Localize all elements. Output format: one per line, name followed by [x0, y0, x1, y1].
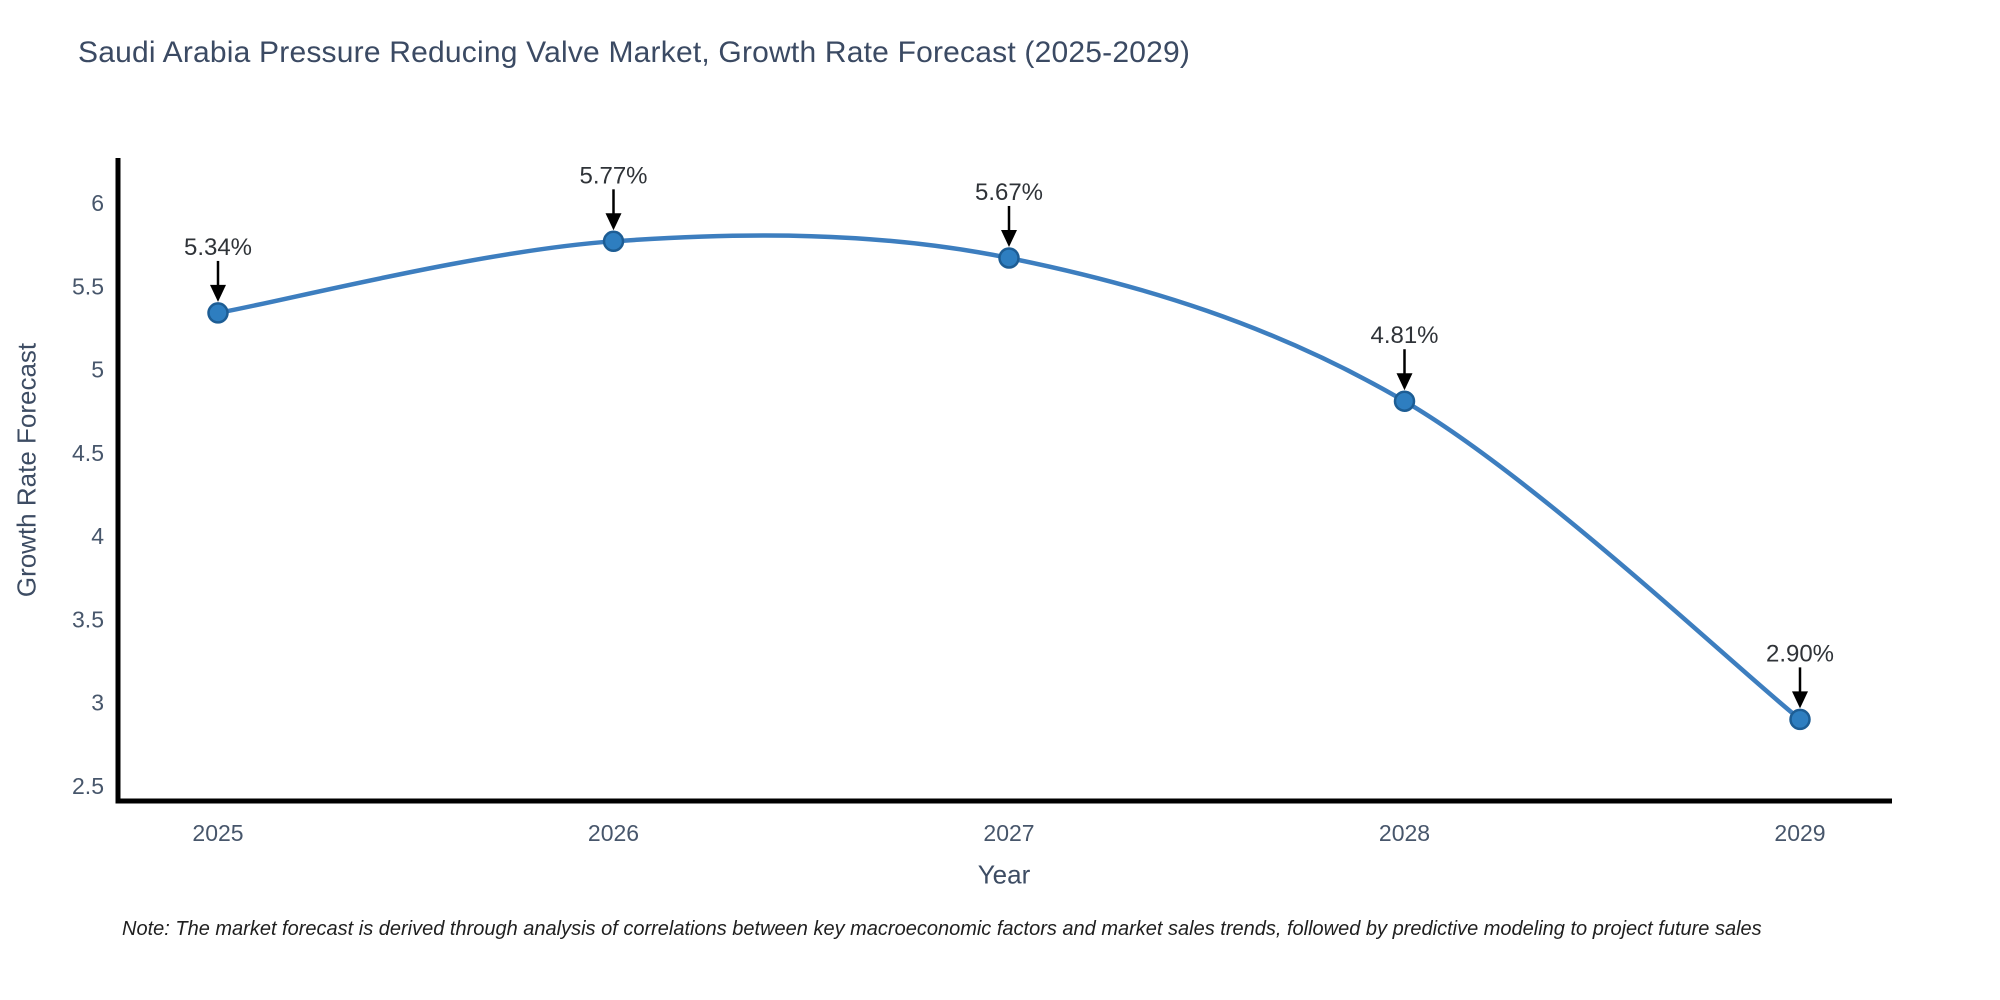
- y-tick-label: 2.5: [72, 773, 104, 799]
- y-axis-title: Growth Rate Forecast: [11, 342, 42, 598]
- y-tick-label: 5: [91, 357, 104, 383]
- annotation-arrow-head: [1001, 229, 1017, 247]
- chart-title: Saudi Arabia Pressure Reducing Valve Mar…: [78, 36, 1191, 69]
- annotation-arrow-head: [210, 284, 226, 302]
- y-tick-label: 4.5: [72, 440, 104, 466]
- forecast-line: [215, 233, 1803, 722]
- x-tick-label: 2026: [588, 820, 639, 846]
- y-tick-label: 6: [91, 190, 104, 216]
- point-label: 5.67%: [975, 179, 1043, 206]
- annotation-arrow-head: [605, 213, 622, 231]
- x-tick-label: 2027: [983, 820, 1034, 846]
- x-tick-label: 2029: [1774, 820, 1825, 846]
- footnote: Note: The market forecast is derived thr…: [122, 918, 1762, 940]
- y-tick-label: 3.5: [72, 606, 104, 632]
- data-point-2027: [998, 247, 1020, 269]
- point-label: 4.81%: [1370, 322, 1438, 349]
- data-point-2028: [1393, 390, 1416, 412]
- point-label: 5.34%: [184, 234, 252, 261]
- x-tick-label: 2028: [1379, 820, 1430, 846]
- y-tick-label: 3: [91, 690, 104, 716]
- data-point-2026: [602, 230, 625, 253]
- y-tick-label: 5.5: [72, 273, 104, 299]
- x-tick-label: 2025: [192, 820, 243, 846]
- annotation-arrow-head: [1396, 373, 1413, 391]
- point-label: 5.77%: [579, 162, 647, 189]
- point-label: 2.90%: [1766, 640, 1834, 667]
- x-axis-title: Year: [977, 859, 1031, 890]
- y-tick-label: 4: [91, 523, 104, 549]
- data-point-2029: [1789, 708, 1811, 731]
- annotation-arrow-head: [1792, 691, 1808, 709]
- data-point-2025: [207, 302, 229, 324]
